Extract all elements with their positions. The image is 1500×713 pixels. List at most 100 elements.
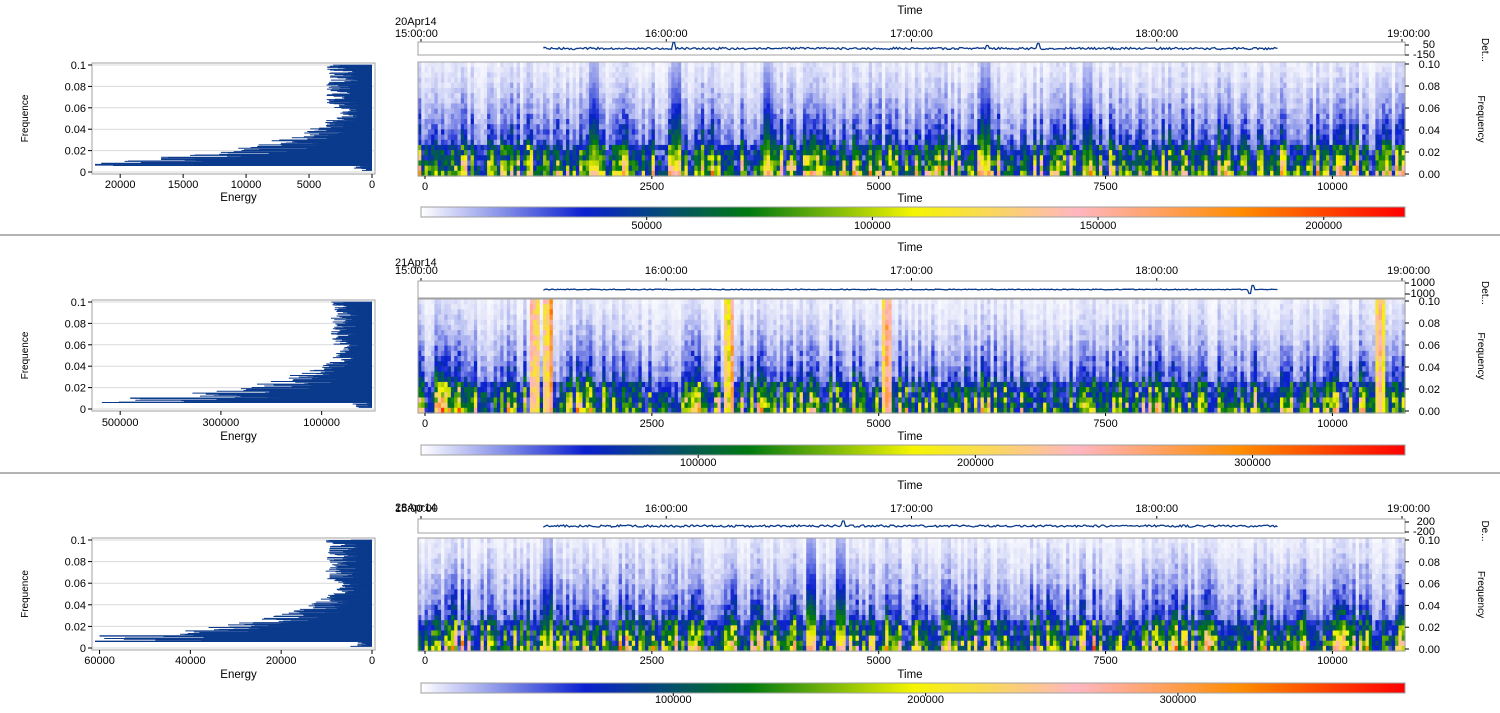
heatmap-cell <box>457 82 462 89</box>
heatmap-cell <box>441 155 445 162</box>
heatmap-cell <box>454 134 459 141</box>
heatmap-cell <box>506 67 511 73</box>
heatmap-cell <box>454 144 459 151</box>
heatmap-cell <box>470 129 475 136</box>
heatmap-cell <box>454 72 459 79</box>
heatmap-cell <box>447 103 452 110</box>
heatmap-cell <box>536 144 541 151</box>
heatmap-cell <box>506 93 511 99</box>
heatmap-cell <box>447 165 452 172</box>
heatmap-cell <box>510 165 515 172</box>
heatmap-cell <box>483 155 488 162</box>
heatmap-cell <box>536 72 541 79</box>
heatmap-cell <box>496 150 501 156</box>
heatmap-cell <box>490 87 495 94</box>
heatmap-cell <box>441 62 445 68</box>
heatmap-cell <box>444 144 449 151</box>
heatmap-cell <box>418 87 422 94</box>
heatmap-cell <box>529 139 534 146</box>
heatmap-cell <box>519 77 524 84</box>
heatmap-cell <box>533 150 538 156</box>
heatmap-cell <box>500 98 505 105</box>
heatmap-cell <box>424 113 429 120</box>
heatmap-cell <box>437 155 442 162</box>
heatmap-cell <box>526 108 531 115</box>
heatmap-cell <box>470 82 475 89</box>
heatmap-cell <box>516 87 521 94</box>
heatmap-cell <box>427 98 432 105</box>
heatmap-cell <box>441 139 445 146</box>
heatmap-cell <box>444 93 449 99</box>
heatmap-cell <box>464 150 468 156</box>
heatmap-cell <box>470 62 475 68</box>
heatmap-cell <box>470 170 475 177</box>
heatmap-cell <box>487 119 491 125</box>
heatmap-cell <box>529 113 534 120</box>
heatmap-cell <box>483 144 488 151</box>
heatmap-cell <box>477 113 482 120</box>
heatmap-cell <box>464 98 468 105</box>
heatmap-cell <box>441 72 445 79</box>
heatmap-cell <box>480 98 485 105</box>
heatmap-cell <box>523 72 528 79</box>
heatmap-cell <box>483 93 488 99</box>
heatmap-cell <box>427 150 432 156</box>
heatmap-cell <box>480 113 485 120</box>
heatmap-cell <box>493 77 498 84</box>
heatmap-cell <box>421 129 426 136</box>
heatmap-cell <box>483 139 488 146</box>
heatmap-cell <box>418 82 422 89</box>
heatmap-cell <box>503 160 508 167</box>
heatmap-cell <box>473 139 478 146</box>
heatmap-cell <box>477 93 482 99</box>
heatmap-cell <box>418 155 422 162</box>
heatmap-cell <box>441 144 445 151</box>
heatmap-cell <box>460 129 465 136</box>
heatmap-cell <box>424 62 429 68</box>
heatmap-cell <box>513 87 518 94</box>
heatmap-cell <box>487 98 491 105</box>
heatmap-cell <box>533 93 538 99</box>
heatmap-cell <box>418 150 422 156</box>
heatmap-cell <box>424 77 429 84</box>
heatmap-cell <box>447 150 452 156</box>
heatmap-cell <box>529 119 534 125</box>
heatmap-cell <box>460 165 465 172</box>
heatmap-cell <box>434 129 439 136</box>
heatmap-cell <box>487 108 491 115</box>
heatmap-cell <box>506 165 511 172</box>
heatmap-cell <box>441 93 445 99</box>
heatmap-cell <box>513 103 518 110</box>
heatmap-cell <box>503 103 508 110</box>
heatmap-cell <box>444 129 449 136</box>
heatmap-cell <box>500 134 505 141</box>
heatmap-cell <box>434 119 439 125</box>
heatmap-cell <box>467 87 472 94</box>
heatmap-cell <box>441 108 445 115</box>
heatmap-cell <box>421 62 426 68</box>
heatmap-cell <box>427 170 432 177</box>
heatmap-cell <box>516 124 521 130</box>
heatmap-cell <box>496 113 501 120</box>
heatmap-cell <box>424 72 429 79</box>
heatmap-cell <box>516 62 521 68</box>
heatmap-cell <box>536 165 541 172</box>
heatmap-cell <box>526 93 531 99</box>
heatmap-cell <box>519 160 524 167</box>
heatmap-cell <box>539 155 544 162</box>
heatmap-cell <box>470 165 475 172</box>
heatmap-cell <box>506 103 511 110</box>
heatmap-cell <box>437 144 442 151</box>
heatmap-cell <box>510 170 515 177</box>
heatmap-cell <box>421 82 426 89</box>
heatmap-cell <box>536 67 541 73</box>
heatmap-cell <box>516 103 521 110</box>
heatmap-cell <box>421 134 426 141</box>
heatmap-cell <box>427 72 432 79</box>
heatmap-cell <box>441 124 445 130</box>
heatmap-cell <box>510 87 515 94</box>
heatmap-cell <box>444 165 449 172</box>
heatmap-cell <box>510 155 515 162</box>
heatmap-cell <box>490 93 495 99</box>
heatmap-cell <box>490 155 495 162</box>
